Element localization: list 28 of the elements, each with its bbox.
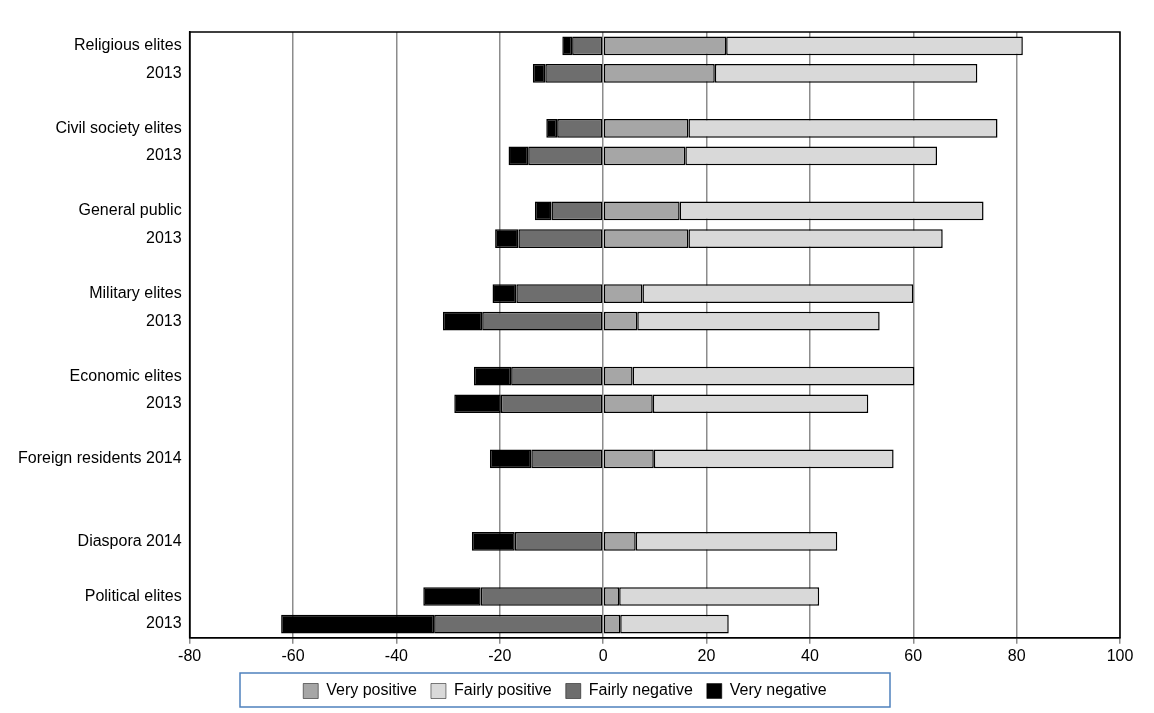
y-tick-label: Political elites [84,586,182,604]
x-tick-label: -40 [384,646,409,664]
y-tick-label: Economic elites [69,366,182,384]
y-tick-label: Foreign residents 2014 [18,449,182,467]
x-tick-label: -20 [488,646,512,664]
x-tick-label: 100 [1106,646,1134,664]
y-tick-label: 2013 [146,146,182,164]
y-tick-label: General public [78,201,182,219]
y-tick-label: 2013 [146,63,182,81]
x-tick-label: -80 [178,646,202,664]
legend-label: Fairly positive [453,681,552,699]
y-tick-label: 2013 [146,228,182,246]
y-tick-label: Military elites [89,284,182,301]
x-tick-label: 60 [904,646,923,664]
legend-label: Very positive [326,681,418,699]
legend-label: Fairly negative [588,681,693,699]
y-tick-label: 2013 [146,394,182,412]
legend-label: Very negative [729,681,827,699]
y-tick-label: Diaspora 2014 [77,531,182,549]
y-tick-label: 2013 [146,311,182,329]
y-tick-label: Civil society elites [55,118,182,136]
x-tick-label: -60 [281,646,305,664]
y-tick-label: Religious elites [74,36,182,54]
x-tick-label: 80 [1007,646,1026,664]
x-tick-label: 40 [800,646,819,664]
x-tick-label: 20 [697,646,716,664]
x-tick-label: 0 [598,646,608,664]
y-tick-label: 2013 [146,614,182,632]
